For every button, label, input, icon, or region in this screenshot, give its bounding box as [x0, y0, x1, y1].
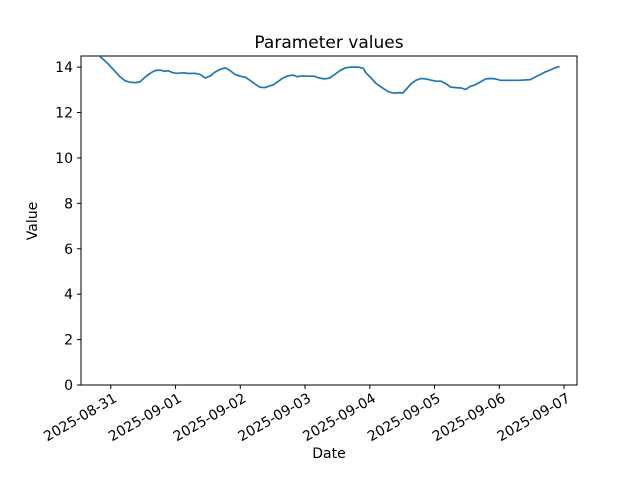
y-tick-label: 6: [64, 242, 73, 258]
x-tick-label: 2025-09-04: [300, 390, 379, 445]
chart-title: Parameter values: [254, 33, 404, 53]
x-tick-label: 2025-09-02: [171, 391, 249, 446]
y-tick-label: 4: [64, 287, 73, 303]
data-line: [98, 56, 560, 95]
x-tick-label: 2025-08-31: [41, 391, 119, 446]
x-tick-label: 2025-09-05: [365, 391, 443, 446]
x-tick-label: 2025-09-01: [106, 391, 184, 446]
axes-box: [80, 55, 578, 386]
y-tick-label: 2: [64, 333, 73, 349]
y-axis-label: Value: [25, 201, 41, 241]
x-tick-label: 2025-09-03: [236, 391, 314, 446]
x-axis-label: Date: [312, 446, 346, 462]
x-tick-label: 2025-09-07: [495, 391, 573, 446]
y-tick-label: 0: [64, 378, 73, 394]
y-tick-label: 10: [55, 151, 73, 167]
y-tick-label: 12: [55, 106, 73, 122]
x-tick-label: 2025-09-06: [430, 390, 509, 445]
y-tick-label: 8: [64, 196, 73, 212]
y-tick-label: 14: [55, 60, 73, 76]
